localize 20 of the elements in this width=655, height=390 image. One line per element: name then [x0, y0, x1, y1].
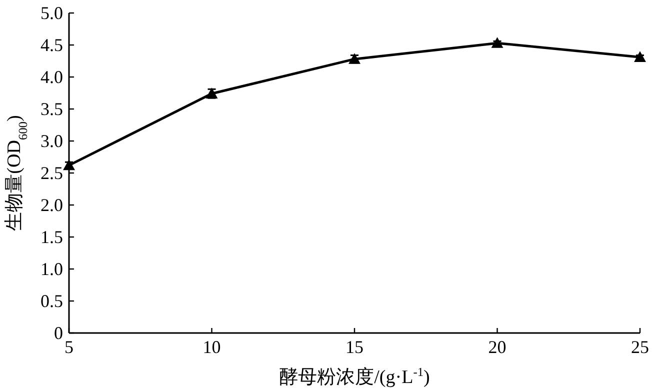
y-tick-label: 1.5 [40, 227, 63, 247]
point [63, 159, 75, 170]
y-tick-label: 5.0 [40, 3, 63, 23]
x-tick-label: 10 [202, 337, 221, 357]
x-axis-title: 酵母粉浓度/(g·L$^{-1}$) [279, 365, 430, 388]
x-tick-label: 5 [64, 337, 74, 357]
y-tick-label: 3.5 [40, 99, 63, 119]
x-tick-label: 15 [346, 337, 364, 357]
y-tick-label: 4.5 [40, 35, 63, 55]
point [634, 51, 646, 62]
y-tick-label: 0.5 [40, 291, 63, 311]
y-tick-label: 2.5 [40, 163, 63, 183]
y-tick-label: 0 [54, 323, 63, 343]
x-tick-label: 25 [631, 337, 649, 357]
x-tick-label: 20 [488, 337, 506, 357]
y-tick-label: 2.0 [40, 195, 63, 215]
point [491, 37, 504, 48]
y-tick-label: 3.0 [40, 131, 63, 151]
y-tick-label: 4.0 [40, 67, 63, 87]
y-tick-label: 1.0 [40, 259, 63, 279]
